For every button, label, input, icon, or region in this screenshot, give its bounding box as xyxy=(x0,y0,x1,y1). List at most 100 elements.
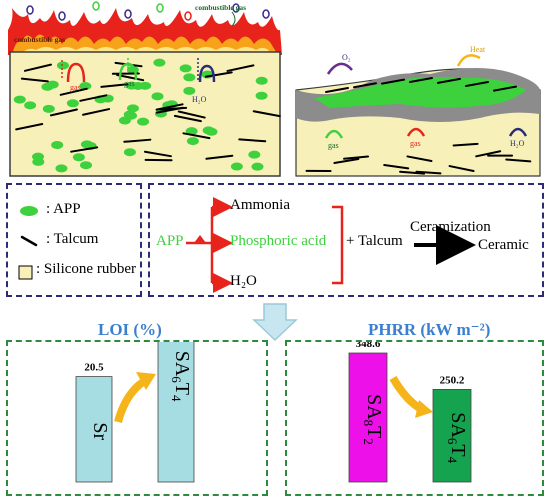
mech-ceramic-label: Ceramic xyxy=(478,237,529,253)
mech-talcum-label: + Talcum xyxy=(346,233,403,249)
gas-label-mid: gas xyxy=(124,79,135,88)
loi-chart-title: LOI (%) xyxy=(98,320,162,339)
increase-arrow xyxy=(114,376,149,424)
app-particle xyxy=(24,101,37,110)
combustible-gas-label-right: combustible gas xyxy=(195,3,246,12)
talcum-particle xyxy=(343,155,370,160)
app-particle xyxy=(132,81,145,90)
app-particle xyxy=(80,161,93,170)
bar-SA8T2 xyxy=(348,352,388,483)
gas-label-right-2: gas xyxy=(410,139,421,148)
bar-Sr xyxy=(75,376,113,483)
talcum-particle xyxy=(465,81,489,88)
app-particle xyxy=(248,150,261,159)
bar-category-label: Sr xyxy=(89,422,111,440)
app-particle xyxy=(51,141,64,150)
app-particle xyxy=(55,164,68,173)
talcum-particle xyxy=(406,155,433,163)
app-particle xyxy=(137,117,150,126)
talcum-particle xyxy=(204,71,233,78)
ceramic-layer xyxy=(314,76,526,108)
app-particle xyxy=(72,153,85,162)
app-particle xyxy=(42,104,55,113)
app-particle xyxy=(255,76,268,85)
talcum-particle xyxy=(381,78,405,85)
mech-phosphoric-label: Phosphoric acid xyxy=(230,233,327,249)
app-particle xyxy=(46,80,59,89)
bar-category-label: SA8T2 xyxy=(361,394,385,445)
talcum-particle xyxy=(123,138,152,143)
app-particle xyxy=(185,127,198,136)
talcum-particle xyxy=(353,82,377,89)
mechanism-panel: APP Ammonia Phosphoric acid H₂O + Talcum… xyxy=(148,183,544,297)
talcum-particle xyxy=(20,77,49,83)
talcum-particle xyxy=(399,170,426,175)
app-particle xyxy=(80,140,93,149)
talcum-particle xyxy=(116,73,145,82)
ceramized-rubber-illustration: O₂ Heat gas gas H₂O xyxy=(295,45,541,177)
talcum-particle xyxy=(205,154,234,160)
talcum-particle xyxy=(143,150,172,158)
mechanism-arrows xyxy=(186,197,476,293)
talcum-particle xyxy=(333,157,360,164)
talcum-particle xyxy=(325,87,349,93)
o2-label: O₂ xyxy=(342,53,351,62)
bar-value-label: 250.2 xyxy=(440,374,465,386)
talcum-particle xyxy=(100,83,129,88)
talcum-particle xyxy=(23,63,52,72)
talcum-particle xyxy=(415,170,442,175)
app-particle xyxy=(153,58,166,67)
gas-label-right-1: gas xyxy=(328,141,339,150)
talcum-particle xyxy=(452,142,479,147)
talcum-particle xyxy=(505,158,532,163)
burning-rubber-illustration: combustible gas combustible gas gas gas … xyxy=(8,1,282,177)
mech-h2o-label: H₂O xyxy=(230,273,257,289)
talcum-particle xyxy=(409,77,433,84)
legend-app-label: : APP xyxy=(46,201,81,217)
talcum-particle xyxy=(173,114,202,123)
gas-label-left: gas xyxy=(70,83,81,92)
silicone-swatch xyxy=(18,265,33,280)
mech-ammonia-label: Ammonia xyxy=(230,197,290,213)
app-particle xyxy=(230,162,243,171)
talcum-particle xyxy=(59,87,88,96)
bar-SA6T4 xyxy=(432,389,472,483)
h2o-label-right: H₂O xyxy=(510,139,525,148)
talcum-particle xyxy=(493,85,517,92)
talcum-particle xyxy=(437,77,461,84)
loi-chart-panel: 20.5Sr29.4SA6T4 xyxy=(6,251,268,496)
flames-graphic xyxy=(8,8,282,55)
app-particle xyxy=(123,148,136,157)
app-particle xyxy=(151,92,164,101)
talcum-particle xyxy=(70,146,99,153)
app-particle xyxy=(56,61,69,70)
mech-app-label: APP xyxy=(156,233,184,249)
legend-silicone-label: : Silicone rubber xyxy=(36,261,136,277)
talcum-swatch xyxy=(20,235,38,247)
talcum-particle xyxy=(182,132,211,140)
app-particle xyxy=(32,157,45,166)
app-particle xyxy=(186,137,199,146)
silicone-rubber-block xyxy=(9,51,281,177)
legend-talcum-label: : Talcum xyxy=(46,231,99,247)
h2o-label-left: H₂O xyxy=(192,95,207,104)
app-particle xyxy=(13,95,26,104)
talcum-particle xyxy=(177,110,206,119)
heat-label: Heat xyxy=(470,45,486,54)
combustible-gas-label-left: combustible gas xyxy=(14,35,65,44)
legend-panel: : APP : Talcum : Silicone rubber xyxy=(6,183,142,297)
talcum-particle xyxy=(82,108,111,116)
talcum-particle xyxy=(226,64,255,72)
talcum-particle xyxy=(448,165,475,173)
gas-bubbles xyxy=(26,1,270,21)
app-particle xyxy=(183,86,196,95)
app-particle xyxy=(126,104,139,113)
phrr-chart: 348.6 SA8T2 250.2 SA6T4 xyxy=(348,338,472,483)
reflecting-arrows xyxy=(324,54,528,139)
app-particle xyxy=(66,99,79,108)
phrr-chart-panel: 348.6 SA8T2 250.2 SA6T4 xyxy=(285,338,544,496)
bar-category-label: SA6T4 xyxy=(445,412,469,463)
app-particle xyxy=(202,126,215,135)
app-particle xyxy=(251,162,264,171)
talcum-particle xyxy=(159,106,188,111)
